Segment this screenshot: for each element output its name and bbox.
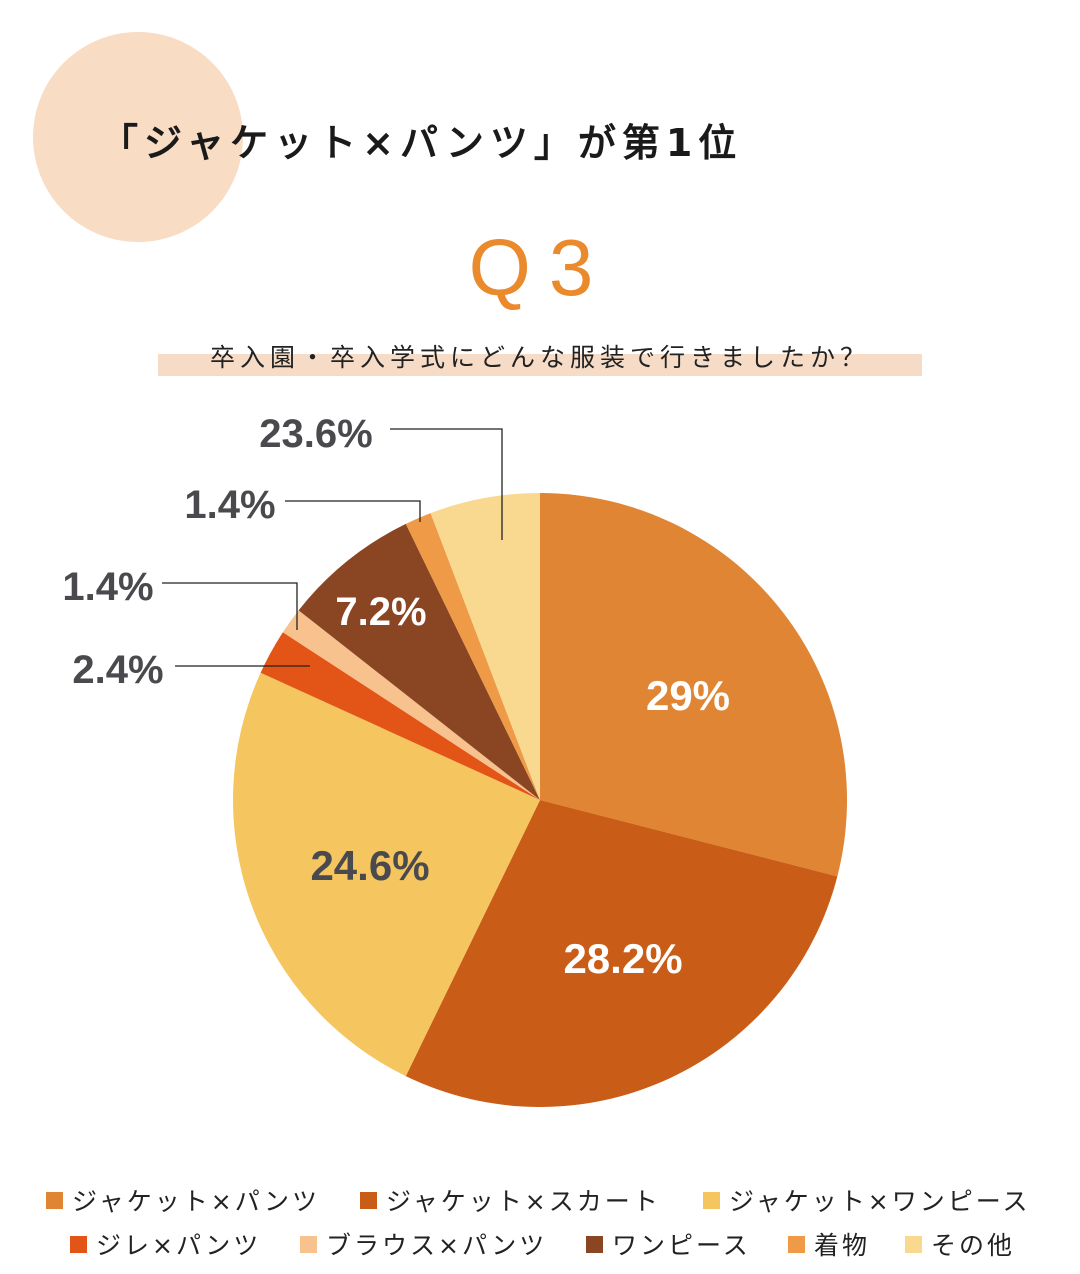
legend-item: ジャケット×スカート: [360, 1182, 661, 1218]
legend-item: ジャケット×パンツ: [46, 1182, 320, 1218]
leader-line-kimono: [285, 500, 421, 522]
leader-line-other: [390, 428, 503, 540]
legend-item: ジレ×パンツ: [70, 1226, 261, 1262]
pie-slice: [232, 672, 540, 1077]
pie-slice: [298, 523, 540, 800]
slice-percent-label: 23.6%: [259, 412, 372, 456]
pie-slice: [405, 513, 540, 800]
legend-swatch: [70, 1235, 87, 1253]
leader-lines: [162, 428, 503, 667]
legend-item: 着物: [788, 1226, 870, 1262]
slice-percent-label: 7.2%: [335, 590, 426, 634]
question-number: Q3: [468, 223, 612, 312]
slice-percent-label: 2.4%: [72, 648, 163, 692]
legend-swatch: [360, 1191, 377, 1209]
legend-swatch: [703, 1191, 720, 1209]
legend-item: ジャケット×ワンピース: [703, 1182, 1030, 1218]
legend-swatch: [788, 1235, 805, 1253]
slice-percent-label: 24.6%: [310, 842, 429, 889]
pie-slice: [430, 493, 540, 800]
question-highlight-band: [158, 354, 922, 376]
slice-percent-label: 1.4%: [184, 483, 275, 527]
legend-item: その他: [905, 1226, 1015, 1262]
leader-line-blouse: [162, 582, 298, 630]
headline: 「ジャケット×パンツ」が第1位: [100, 121, 743, 165]
pie-slice: [282, 610, 540, 800]
legend-swatch: [905, 1235, 922, 1253]
pie-slice: [540, 493, 847, 877]
legend-swatch: [300, 1235, 317, 1253]
pie-slice: [260, 632, 540, 800]
legend-item: ブラウス×パンツ: [300, 1226, 547, 1262]
legend-swatch: [586, 1235, 603, 1253]
pie-slices: [232, 493, 847, 1107]
legend-swatch: [46, 1191, 63, 1209]
legend-item: ワンピース: [586, 1226, 751, 1262]
slice-percent-label: 29%: [646, 672, 730, 719]
slice-percent-label: 1.4%: [62, 565, 153, 609]
pie-slice: [405, 800, 838, 1107]
decorative-circle: [33, 32, 243, 242]
question-text: 卒入園・卒入学式にどんな服装で行きましたか？: [209, 343, 870, 372]
slice-percent-label: 28.2%: [563, 935, 682, 982]
